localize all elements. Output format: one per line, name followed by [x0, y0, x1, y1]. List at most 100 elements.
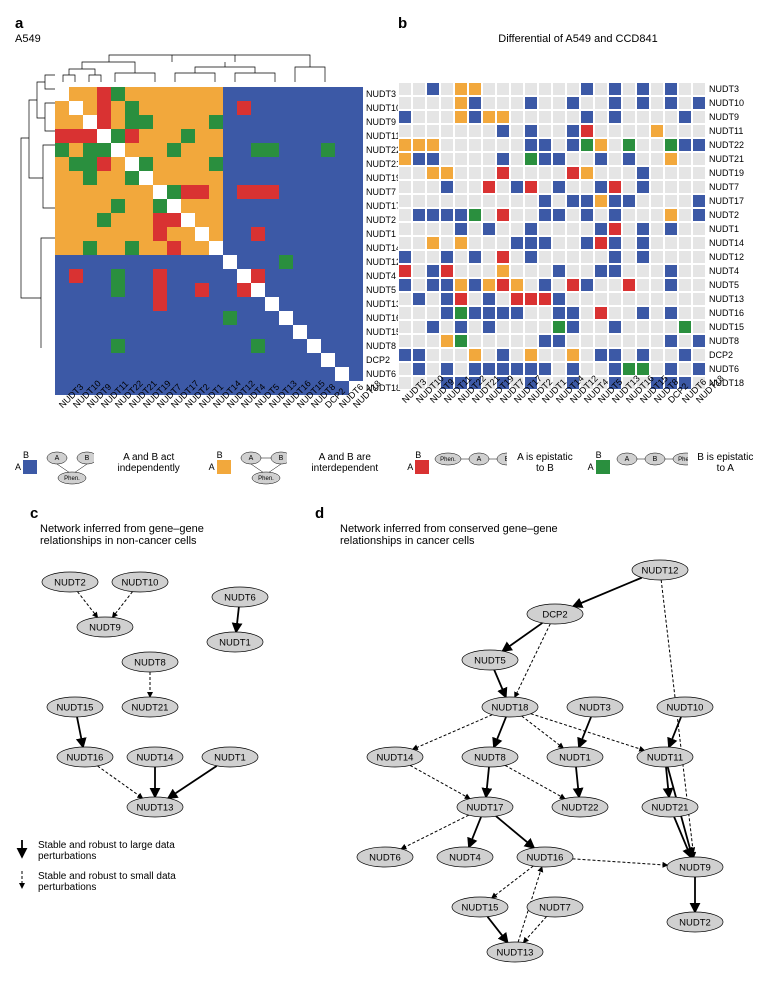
- svg-text:NUDT1: NUDT1: [219, 638, 251, 649]
- heatmap-cell: [594, 334, 608, 348]
- legend-dashed-edge: Stable and robust to small data perturba…: [15, 869, 315, 894]
- heatmap-cell: [265, 87, 279, 101]
- heatmap-cell: [412, 264, 426, 278]
- heatmap-cell: [594, 166, 608, 180]
- heatmap-cell: [594, 320, 608, 334]
- heatmap-cell: [195, 87, 209, 101]
- heatmap-cell: [454, 278, 468, 292]
- heatmap-cell: [496, 166, 510, 180]
- heatmap-cell: [594, 208, 608, 222]
- heatmap-cell: [440, 222, 454, 236]
- heatmap-cell: [153, 255, 167, 269]
- heatmap-cell: [293, 185, 307, 199]
- heatmap-cell: [552, 208, 566, 222]
- heatmap-cell: [69, 311, 83, 325]
- heatmap-cell: [153, 311, 167, 325]
- heatmap-cell: [349, 353, 363, 367]
- heatmap-cell: [321, 269, 335, 283]
- network-edge: [576, 767, 579, 797]
- heatmap-a: [55, 87, 363, 395]
- heatmap-cell: [237, 311, 251, 325]
- heatmap-cell: [608, 138, 622, 152]
- heatmap-cell: [524, 292, 538, 306]
- heatmap-cell: [440, 292, 454, 306]
- heatmap-cell: [167, 129, 181, 143]
- heatmap-cell: [321, 339, 335, 353]
- heatmap-cell: [454, 306, 468, 320]
- heatmap-cell: [412, 292, 426, 306]
- heatmap-cell: [69, 157, 83, 171]
- network-node: NUDT12: [632, 560, 688, 580]
- heatmap-cell: [440, 362, 454, 376]
- heatmap-cell: [538, 194, 552, 208]
- gene-row-label: NUDT12: [706, 250, 744, 264]
- gene-row-label: NUDT10: [363, 101, 401, 115]
- heatmap-cell: [678, 362, 692, 376]
- svg-text:NUDT1: NUDT1: [559, 753, 591, 764]
- heatmap-cell: [566, 110, 580, 124]
- heatmap-cell: [237, 213, 251, 227]
- heatmap-cell: [251, 213, 265, 227]
- heatmap-cell: [678, 264, 692, 278]
- heatmap-cell: [125, 213, 139, 227]
- heatmap-cell: [524, 348, 538, 362]
- heatmap-cell: [321, 367, 335, 381]
- heatmap-cell: [692, 320, 706, 334]
- heatmap-cell: [111, 255, 125, 269]
- heatmap-cell: [307, 199, 321, 213]
- heatmap-cell: [664, 292, 678, 306]
- gene-row-label: NUDT6: [363, 367, 401, 381]
- network-node: NUDT14: [367, 747, 423, 767]
- heatmap-cell: [566, 306, 580, 320]
- panel-b-label: b: [398, 15, 407, 32]
- heatmap-cell: [636, 306, 650, 320]
- heatmap-cell: [55, 353, 69, 367]
- svg-text:NUDT18: NUDT18: [492, 703, 529, 714]
- heatmap-cell: [335, 129, 349, 143]
- heatmap-cell: [125, 339, 139, 353]
- legend-epistatic-a: B A Phen. A B A is epistatic to B: [407, 450, 577, 485]
- heatmap-cell: [440, 320, 454, 334]
- heatmap-cell: [181, 227, 195, 241]
- heatmap-cell: [622, 180, 636, 194]
- heatmap-cell: [223, 339, 237, 353]
- network-node: NUDT6: [212, 587, 268, 607]
- heatmap-cell: [664, 348, 678, 362]
- heatmap-cell: [293, 283, 307, 297]
- heatmap-cell: [251, 241, 265, 255]
- heatmap-cell: [69, 199, 83, 213]
- heatmap-cell: [69, 101, 83, 115]
- heatmap-cell: [594, 96, 608, 110]
- gene-row-label: NUDT6: [706, 362, 744, 376]
- heatmap-cell: [251, 87, 265, 101]
- heatmap-cell: [440, 306, 454, 320]
- heatmap-cell: [125, 353, 139, 367]
- heatmap-cell: [293, 171, 307, 185]
- heatmap-cell: [321, 255, 335, 269]
- heatmap-cell: [482, 138, 496, 152]
- heatmap-cell: [349, 87, 363, 101]
- heatmap-cell: [692, 250, 706, 264]
- heatmap-cell: [167, 115, 181, 129]
- heatmap-cell: [398, 306, 412, 320]
- heatmap-cell: [153, 213, 167, 227]
- heatmap-cell: [608, 334, 622, 348]
- heatmap-cell: [195, 297, 209, 311]
- heatmap-cell: [265, 241, 279, 255]
- heatmap-cell: [454, 236, 468, 250]
- heatmap-cell: [195, 171, 209, 185]
- heatmap-cell: [678, 166, 692, 180]
- network-edge: [494, 670, 506, 697]
- heatmap-cell: [209, 185, 223, 199]
- heatmap-cell: [664, 320, 678, 334]
- heatmap-cell: [412, 194, 426, 208]
- heatmap-cell: [692, 264, 706, 278]
- heatmap-cell: [139, 129, 153, 143]
- gene-row-label: NUDT3: [363, 87, 401, 101]
- heatmap-cell: [111, 339, 125, 353]
- heatmap-cell: [692, 180, 706, 194]
- heatmap-cell: [650, 180, 664, 194]
- heatmap-cell: [125, 325, 139, 339]
- heatmap-cell: [139, 171, 153, 185]
- svg-text:A: A: [624, 456, 629, 463]
